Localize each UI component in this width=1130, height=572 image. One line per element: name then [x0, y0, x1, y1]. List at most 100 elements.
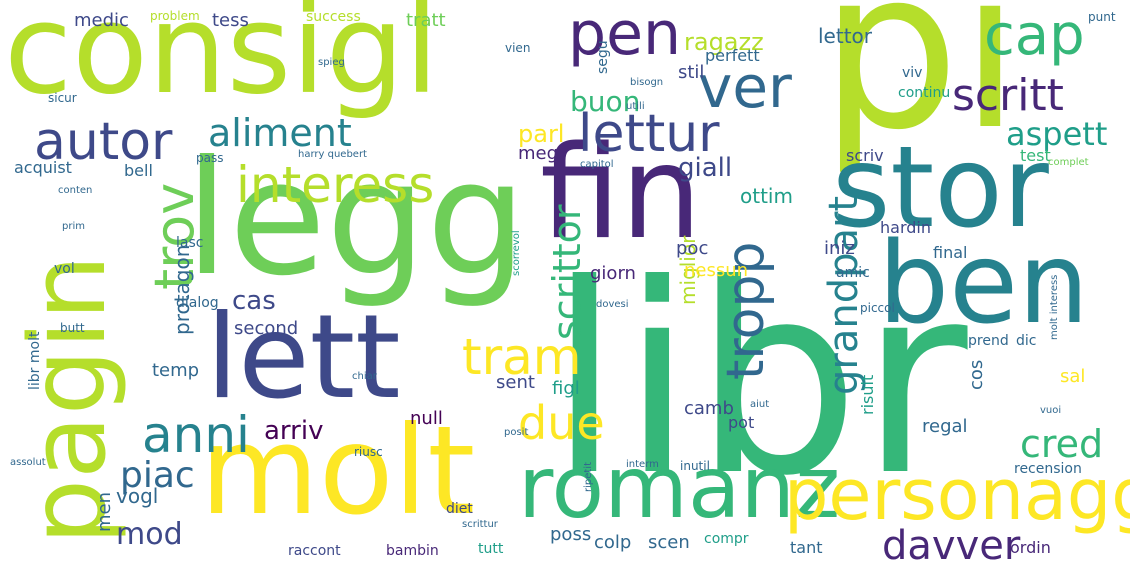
cloud-word: temp — [152, 360, 200, 381]
cloud-word: perfett — [705, 46, 760, 65]
cloud-word: pi — [820, 0, 1021, 178]
cloud-word: scrittur — [462, 519, 498, 530]
cloud-word: figl — [552, 378, 580, 399]
cloud-word: test — [1020, 146, 1051, 165]
cloud-word: tant — [790, 538, 823, 557]
cloud-word: poss — [550, 524, 592, 545]
cloud-word: medic — [74, 10, 129, 31]
cloud-word: libr — [548, 228, 968, 533]
cloud-word: dialog — [176, 295, 219, 311]
cloud-word: megl — [518, 143, 564, 164]
cloud-word: lettur — [578, 104, 720, 164]
cloud-word: aliment — [208, 111, 352, 155]
cloud-word: inutil — [680, 459, 710, 473]
cloud-word: ragazz — [684, 28, 764, 56]
cloud-word: problem — [150, 9, 200, 23]
cloud-word: grandpart — [821, 195, 867, 395]
cloud-word: camb — [684, 398, 734, 419]
cloud-word: giorn — [590, 263, 636, 284]
cloud-word: libr molt — [27, 331, 43, 390]
cloud-word: fin — [540, 119, 702, 268]
cloud-word: dic — [1016, 333, 1037, 349]
cloud-word: viv — [902, 65, 923, 81]
cloud-word: conten — [58, 185, 93, 196]
cloud-word: interess — [236, 156, 435, 214]
cloud-word: poc — [676, 238, 709, 259]
cloud-word: ripetit — [583, 461, 594, 492]
cloud-word: bisogn — [630, 77, 664, 88]
cloud-word: null — [410, 408, 443, 429]
cloud-word: sicur — [48, 91, 77, 105]
cloud-word: personagg — [784, 454, 1130, 536]
cloud-word: cred — [1020, 422, 1104, 466]
cloud-word: cos — [966, 359, 987, 390]
cloud-word: autor — [34, 112, 173, 172]
cloud-word: dovesi — [596, 299, 629, 310]
cloud-word: piac — [120, 455, 195, 496]
cloud-word: davver — [882, 523, 1021, 569]
cloud-word: tess — [212, 10, 249, 31]
cloud-word: stil — [678, 62, 705, 83]
cloud-word: molt — [200, 400, 476, 542]
cloud-word: arriv — [264, 416, 324, 446]
cloud-word: ben — [878, 219, 1089, 349]
cloud-word: pen — [568, 0, 682, 69]
cloud-word: spieg — [318, 57, 345, 68]
cloud-word: sal — [1060, 366, 1086, 387]
cloud-word: scritt — [952, 70, 1064, 121]
cloud-word: aiut — [750, 399, 770, 410]
cloud-word: bell — [124, 161, 153, 180]
cloud-word: hardin — [880, 218, 931, 237]
cloud-word: success — [306, 9, 361, 25]
cloud-word: complet — [1048, 157, 1089, 168]
cloud-word: recension — [1014, 461, 1082, 477]
cloud-word: romanz — [518, 438, 841, 538]
cloud-word: pot — [728, 413, 755, 432]
cloud-word: lett — [206, 290, 401, 425]
cloud-word: cas — [232, 286, 276, 316]
cloud-word: utili — [626, 101, 645, 112]
cloud-word: giall — [678, 153, 733, 183]
cloud-word: bambin — [386, 543, 439, 559]
cloud-word: harry quebert — [298, 149, 367, 160]
cloud-word: regal — [922, 416, 968, 437]
cloud-word: colp — [594, 532, 632, 553]
cloud-word: amic — [836, 265, 870, 281]
cloud-word: lasc — [176, 235, 204, 251]
cloud-word: acquist — [14, 158, 72, 177]
cloud-word: legg — [185, 127, 527, 311]
cloud-word: risult — [858, 374, 877, 415]
cloud-word: capitol — [580, 159, 614, 170]
cloud-word: mod — [116, 517, 183, 552]
cloud-word: buon — [570, 85, 641, 118]
cloud-word: men — [94, 491, 115, 532]
cloud-word: punt — [1088, 10, 1116, 24]
cloud-word: compr — [704, 531, 749, 547]
cloud-word: nessun — [684, 260, 749, 281]
cloud-word: tram — [462, 328, 582, 386]
cloud-word: prim — [62, 221, 85, 232]
cloud-word: vien — [505, 41, 531, 55]
cloud-word: parl — [518, 120, 565, 148]
cloud-word: ver — [698, 53, 792, 121]
cloud-word: continu — [898, 85, 951, 101]
cloud-word: scorrevol — [511, 230, 522, 276]
cloud-word: vuoi — [1040, 405, 1062, 416]
cloud-word: iniz — [824, 238, 855, 259]
cloud-word: scrittor — [545, 204, 589, 340]
cloud-word: segu — [595, 40, 611, 74]
cloud-word: riusc — [354, 445, 383, 459]
cloud-word: anni — [142, 406, 250, 464]
cloud-word: vol — [54, 261, 75, 277]
cloud-word: raccont — [288, 543, 341, 559]
cloud-word: posit — [504, 427, 529, 438]
cloud-word: second — [234, 318, 299, 339]
cloud-word: interm — [626, 459, 659, 470]
cloud-word: chiar — [352, 371, 377, 382]
cloud-word: stor — [832, 123, 1049, 253]
cloud-word: tratt — [406, 10, 446, 31]
cloud-word: diet — [446, 501, 473, 517]
cloud-word: assolut — [10, 457, 46, 468]
cloud-word: due — [518, 396, 605, 450]
